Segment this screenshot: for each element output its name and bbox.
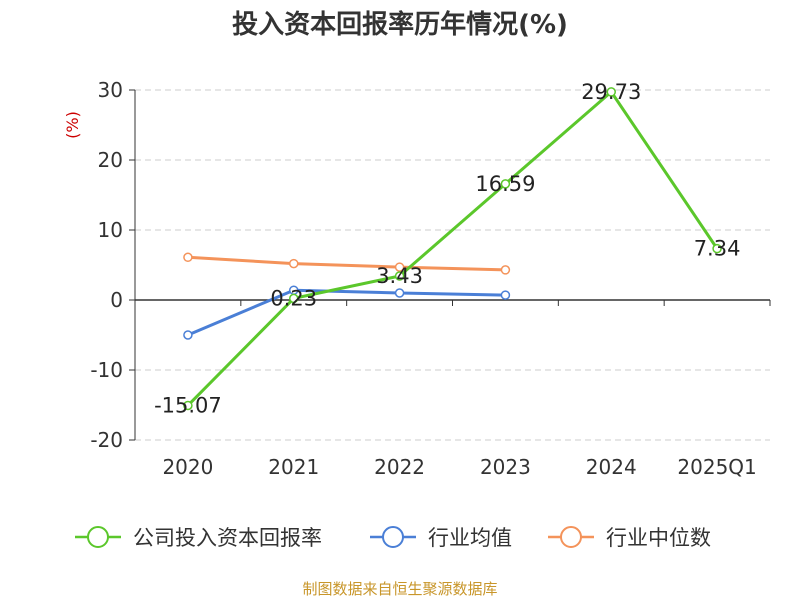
series-line [187, 255, 506, 272]
y-axis-label: (%) [63, 111, 82, 139]
data-label: 16.59 [475, 172, 535, 196]
data-label: 3.43 [376, 264, 423, 288]
data-point [289, 293, 299, 304]
y-tick-label: 30 [98, 78, 123, 102]
data-label: 7.34 [694, 237, 741, 261]
data-label: 0.23 [270, 286, 317, 310]
y-tick-label: 20 [98, 148, 123, 172]
legend-marker [87, 526, 109, 548]
data-point [183, 252, 193, 263]
x-tick-label: 2022 [374, 455, 425, 479]
data-point [712, 243, 722, 254]
series-line [186, 90, 719, 407]
data-point [183, 330, 193, 340]
legend-label: 公司投入资本回报率 [133, 526, 322, 550]
data-point [289, 258, 299, 269]
source-footer: 制图数据来自恒生聚源数据库 [302, 580, 498, 598]
data-point [394, 262, 405, 272]
data-point [500, 290, 511, 300]
chart-title: 投入资本回报率历年情况(%) [232, 10, 568, 40]
x-tick-label: 2023 [480, 455, 531, 479]
data-point [500, 265, 511, 275]
legend-marker [382, 526, 404, 548]
x-tick-label: 2021 [268, 455, 319, 479]
x-tick-label: 2025Q1 [677, 455, 756, 479]
legend-label: 行业均值 [428, 526, 512, 550]
data-point [183, 400, 193, 411]
y-tick-label: -20 [90, 428, 123, 452]
series-line [187, 288, 506, 337]
data-label: -15.07 [154, 393, 222, 417]
y-tick-label: -10 [90, 358, 123, 382]
data-point [394, 288, 405, 298]
data-label: 29.73 [581, 80, 641, 104]
y-tick-label: 0 [110, 288, 123, 312]
legend-label: 行业中位数 [606, 526, 711, 550]
data-point [500, 179, 511, 189]
y-tick-label: 10 [98, 218, 123, 242]
x-tick-label: 2024 [586, 455, 637, 479]
data-point [606, 87, 616, 97]
data-point [394, 271, 405, 281]
x-tick-label: 2020 [162, 455, 213, 479]
legend-marker [560, 526, 582, 548]
